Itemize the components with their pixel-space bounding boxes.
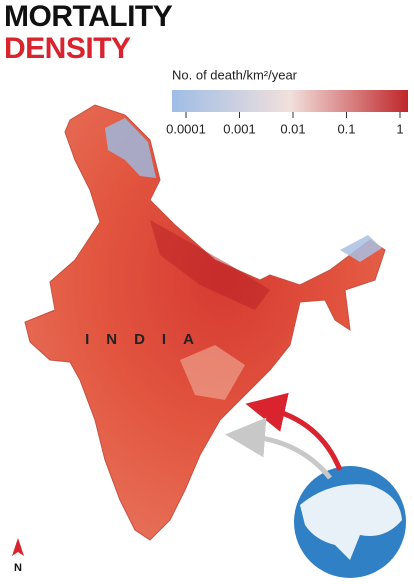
compass-label: N: [14, 562, 22, 574]
region-low: [340, 235, 382, 262]
map-label: INDIA: [85, 331, 211, 348]
arrow: [245, 392, 343, 471]
legend-tick-label: 0.0001: [166, 121, 206, 136]
legend-tick-label: 0.01: [280, 121, 305, 136]
compass: N: [12, 538, 24, 574]
arrow: [225, 417, 332, 480]
region-high: [150, 220, 270, 310]
legend-tick-label: 0.001: [223, 121, 256, 136]
globe-inset: [225, 392, 406, 578]
compass-arrow: [12, 538, 24, 556]
title-line: MORTALITY: [4, 0, 173, 33]
legend-tick-label: 1: [396, 121, 403, 136]
legend-tick-label: 0.1: [337, 121, 355, 136]
globe-land: [300, 484, 402, 560]
title-line: DENSITY: [4, 32, 131, 65]
legend: No. of death/km²/year 0.0001 0.001 0.01 0.1…: [166, 67, 408, 136]
region-low: [105, 118, 156, 178]
legend-title: No. of death/km²/year: [172, 67, 298, 82]
region-mid: [180, 345, 245, 400]
color-bar: [172, 90, 408, 112]
india-map: INDIA: [24, 104, 386, 541]
